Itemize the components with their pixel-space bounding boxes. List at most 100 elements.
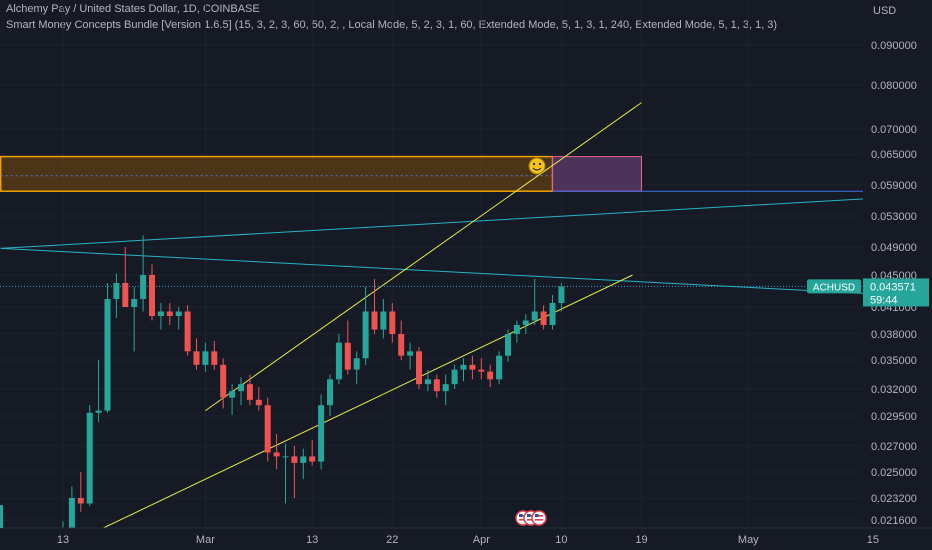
candle-body [238, 384, 244, 392]
price-badge-bg [863, 278, 929, 307]
price-badge-value: 0.043571 [870, 281, 916, 293]
smiley-eye-right [538, 162, 542, 166]
trendline-up [0, 194, 932, 249]
order-block [0, 155, 642, 192]
flag-stripe [519, 515, 527, 517]
flag-stripe [527, 519, 535, 521]
candle-body [371, 311, 378, 330]
candle-body [131, 299, 138, 307]
time-tick-label: Apr [473, 534, 490, 546]
candle-body [335, 342, 342, 380]
price-axis[interactable]: USD 0.090000 0.080000 0.070000 0.065000 0.059… [863, 0, 932, 550]
smiley-eye-left [532, 162, 536, 166]
price-tick-label: 0.035000 [871, 355, 917, 367]
smiley-mouth [532, 167, 542, 171]
price-axis-currency: USD [873, 5, 896, 17]
candle-body [202, 351, 209, 365]
candle-body [327, 379, 333, 406]
candle-body [416, 351, 422, 385]
candle-body [282, 456, 289, 458]
candle-body [122, 283, 129, 307]
candle-body [149, 275, 155, 316]
candle-body [113, 283, 120, 299]
markers [0, 157, 547, 528]
time-tick-label: 13 [57, 534, 69, 546]
candle-body [229, 391, 236, 398]
candle-body [157, 311, 164, 316]
candle-body [86, 412, 93, 504]
time-axis[interactable]: 13 Mar 13 22 Apr 10 19 May 15 [0, 527, 932, 550]
candle-body [318, 405, 325, 462]
time-tick-label: 22 [386, 534, 398, 546]
symbol-badge-bg [807, 279, 861, 294]
candle-body [496, 355, 503, 380]
candle-body [522, 320, 529, 325]
candle-body [389, 311, 396, 334]
price-tick-label: 0.065000 [871, 149, 917, 161]
candle-body [558, 286, 565, 303]
price-tick-label: 0.049000 [871, 242, 917, 254]
candle-body [460, 364, 467, 370]
candle-body [451, 369, 458, 385]
candle-body [531, 311, 538, 321]
order-block-box [0, 155, 554, 192]
candle-body [211, 351, 218, 365]
candle-body [193, 351, 200, 365]
candle-body [469, 364, 476, 370]
candle-body [273, 452, 280, 457]
time-axis-bg [0, 528, 932, 550]
candle-body [300, 456, 307, 463]
channel-upper-line [205, 102, 642, 412]
price-tick-label: 0.059000 [871, 180, 917, 192]
candle-body [184, 311, 191, 352]
time-tick-label: 13 [306, 534, 318, 546]
candle-body [291, 456, 298, 463]
candle-body [362, 311, 369, 359]
candle-body [487, 371, 494, 380]
candle-body [540, 311, 547, 325]
candles [51, 235, 565, 550]
indicator-label[interactable]: Smart Money Concepts Bundle [Version 1.6… [6, 19, 778, 31]
grid [0, 0, 874, 528]
price-tick-label: 0.080000 [871, 80, 917, 92]
candle-body [478, 369, 485, 372]
candle-body [246, 384, 253, 400]
flag-stripe [535, 519, 543, 521]
time-tick-label: 15 [867, 534, 879, 546]
time-tick-label: May [738, 534, 759, 546]
candle-body [505, 334, 511, 356]
volume-bar [0, 505, 3, 528]
time-tick-label: 19 [635, 534, 647, 546]
candle-body [549, 303, 556, 325]
price-tick-label: 0.070000 [871, 124, 917, 136]
candle-body [433, 379, 440, 392]
candle-body [140, 275, 147, 299]
flag-canton [527, 514, 531, 517]
candle-body [95, 410, 102, 413]
pink-zone-box [552, 156, 642, 192]
chart-title: Alchemy Pay / United States Dollar, 1D, … [6, 3, 260, 15]
price-tick-label: 0.023200 [871, 493, 917, 505]
flag-stripe [527, 515, 535, 517]
candle-body [255, 399, 262, 406]
candle-body [344, 342, 351, 370]
symbol-badge-label: ACHUSD [813, 282, 855, 293]
candle-body [380, 311, 387, 330]
candle-body [77, 498, 84, 504]
price-tick-label: 0.090000 [871, 40, 917, 52]
flag-canton [535, 514, 539, 517]
candle-body [68, 498, 75, 534]
us-flag-icon [531, 510, 547, 526]
price-tick-label: 0.032000 [871, 384, 917, 396]
price-tick-label: 0.025000 [871, 467, 917, 479]
price-tick-label: 0.027000 [871, 441, 917, 453]
smiley-icon [528, 157, 546, 175]
flag-stripe [535, 515, 543, 517]
candle-body [104, 299, 111, 411]
candle-body [442, 384, 449, 392]
time-tick-label: Mar [196, 534, 215, 546]
price-tick-label: 0.038000 [871, 329, 917, 341]
